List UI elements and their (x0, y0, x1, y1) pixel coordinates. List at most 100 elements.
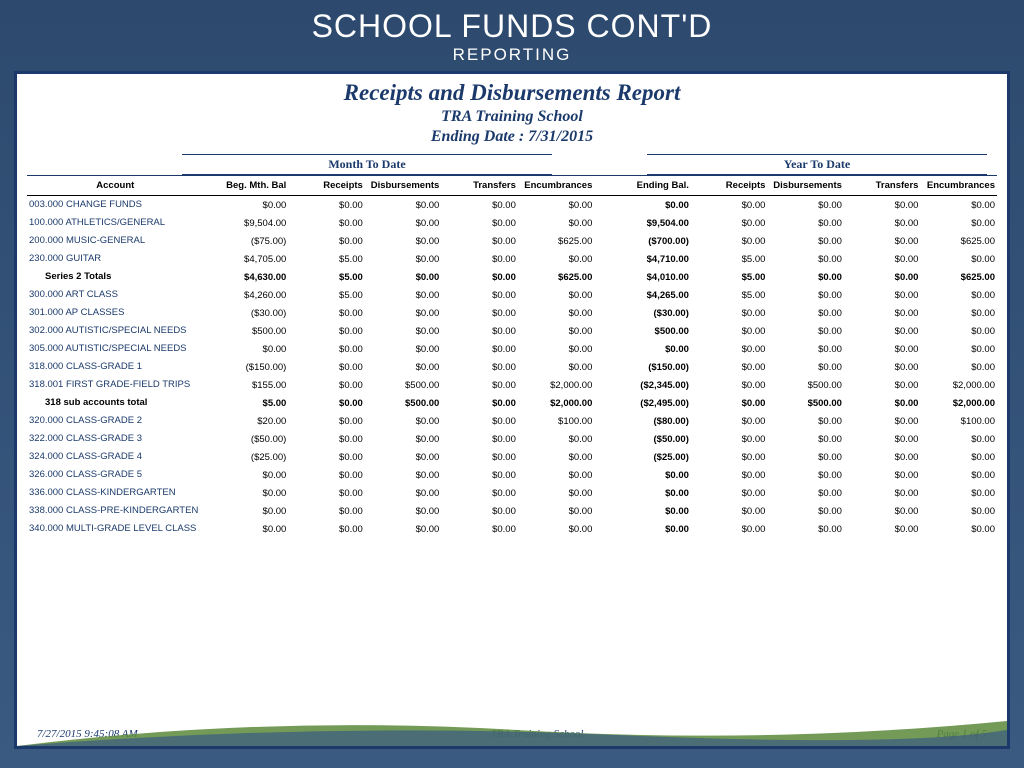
value-cell: $4,010.00 (594, 268, 691, 286)
value-cell: $0.00 (288, 214, 365, 232)
value-cell: ($25.00) (594, 448, 691, 466)
account-cell: 326.000 CLASS-GRADE 5 (27, 466, 204, 484)
value-cell: $0.00 (691, 466, 768, 484)
col-header: Encumbrances (920, 176, 997, 196)
value-cell: $0.00 (365, 286, 442, 304)
value-cell: $0.00 (365, 340, 442, 358)
value-cell: $0.00 (920, 484, 997, 502)
value-cell: $0.00 (365, 502, 442, 520)
value-cell: $20.00 (204, 412, 289, 430)
table-header-row: AccountBeg. Mth. BalReceiptsDisbursement… (27, 176, 997, 196)
value-cell: $0.00 (844, 502, 921, 520)
report-frame: Receipts and Disbursements Report TRA Tr… (14, 71, 1010, 749)
value-cell: $0.00 (204, 502, 289, 520)
value-cell: $0.00 (518, 214, 595, 232)
value-cell: $0.00 (691, 340, 768, 358)
value-cell: $100.00 (518, 412, 595, 430)
table-row: 326.000 CLASS-GRADE 5$0.00$0.00$0.00$0.0… (27, 466, 997, 484)
value-cell: $0.00 (441, 484, 518, 502)
value-cell: $0.00 (691, 448, 768, 466)
value-cell: $0.00 (288, 502, 365, 520)
value-cell: $0.00 (518, 322, 595, 340)
value-cell: $0.00 (767, 286, 844, 304)
table-row: 200.000 MUSIC-GENERAL($75.00)$0.00$0.00$… (27, 232, 997, 250)
value-cell: ($30.00) (204, 304, 289, 322)
value-cell: ($150.00) (594, 358, 691, 376)
value-cell: $0.00 (204, 484, 289, 502)
value-cell: $0.00 (441, 268, 518, 286)
value-cell: $0.00 (441, 466, 518, 484)
account-cell: 318.001 FIRST GRADE-FIELD TRIPS (27, 376, 204, 394)
value-cell: $0.00 (691, 430, 768, 448)
value-cell: ($2,345.00) (594, 376, 691, 394)
value-cell: $0.00 (691, 484, 768, 502)
footer-page: Page 1 of 5 (937, 728, 987, 740)
value-cell: $0.00 (518, 358, 595, 376)
value-cell: $0.00 (920, 430, 997, 448)
col-header: Disbursements (767, 176, 844, 196)
value-cell: $0.00 (288, 304, 365, 322)
value-cell: $500.00 (365, 394, 442, 412)
value-cell: $500.00 (204, 322, 289, 340)
value-cell: $0.00 (365, 232, 442, 250)
value-cell: $0.00 (767, 214, 844, 232)
table-row: 301.000 AP CLASSES($30.00)$0.00$0.00$0.0… (27, 304, 997, 322)
value-cell: $0.00 (365, 196, 442, 215)
value-cell: $0.00 (288, 394, 365, 412)
value-cell: $0.00 (844, 340, 921, 358)
value-cell: $0.00 (844, 250, 921, 268)
col-header: Ending Bal. (594, 176, 691, 196)
value-cell: $0.00 (920, 358, 997, 376)
value-cell: $0.00 (204, 520, 289, 538)
value-cell: $0.00 (691, 304, 768, 322)
account-cell: 230.000 GUITAR (27, 250, 204, 268)
report-footer: 7/27/2015 9:45:08 AM TRA Training School… (17, 728, 1007, 740)
table-row: 305.000 AUTISTIC/SPECIAL NEEDS$0.00$0.00… (27, 340, 997, 358)
value-cell: $0.00 (844, 214, 921, 232)
value-cell: $0.00 (365, 520, 442, 538)
value-cell: $0.00 (518, 466, 595, 484)
slide-title: SCHOOL FUNDS CONT'D (0, 0, 1024, 45)
value-cell: $0.00 (518, 520, 595, 538)
value-cell: $625.00 (518, 232, 595, 250)
value-cell: $4,260.00 (204, 286, 289, 304)
value-cell: $0.00 (844, 520, 921, 538)
value-cell: ($50.00) (204, 430, 289, 448)
value-cell: $5.00 (691, 286, 768, 304)
value-cell: $0.00 (844, 322, 921, 340)
account-cell: 320.000 CLASS-GRADE 2 (27, 412, 204, 430)
value-cell: $0.00 (204, 466, 289, 484)
value-cell: $155.00 (204, 376, 289, 394)
value-cell: $0.00 (288, 376, 365, 394)
col-header: Transfers (844, 176, 921, 196)
value-cell: $0.00 (288, 484, 365, 502)
value-cell: $0.00 (691, 232, 768, 250)
value-cell: $4,630.00 (204, 268, 289, 286)
value-cell: $0.00 (288, 196, 365, 215)
account-cell: 336.000 CLASS-KINDERGARTEN (27, 484, 204, 502)
account-cell: 338.000 CLASS-PRE-KINDERGARTEN (27, 502, 204, 520)
value-cell: $0.00 (920, 304, 997, 322)
value-cell: $0.00 (767, 196, 844, 215)
col-header: Account (27, 176, 204, 196)
value-cell: $5.00 (288, 268, 365, 286)
value-cell: $0.00 (365, 250, 442, 268)
value-cell: $0.00 (518, 448, 595, 466)
table-row: 302.000 AUTISTIC/SPECIAL NEEDS$500.00$0.… (27, 322, 997, 340)
table-body: 003.000 CHANGE FUNDS$0.00$0.00$0.00$0.00… (27, 196, 997, 539)
table-row: 336.000 CLASS-KINDERGARTEN$0.00$0.00$0.0… (27, 484, 997, 502)
value-cell: $0.00 (518, 286, 595, 304)
table-row: 100.000 ATHLETICS/GENERAL$9,504.00$0.00$… (27, 214, 997, 232)
value-cell: $0.00 (844, 268, 921, 286)
value-cell: $0.00 (767, 484, 844, 502)
group-mtd: Month To Date (182, 154, 552, 175)
value-cell: $0.00 (365, 448, 442, 466)
value-cell: $0.00 (691, 358, 768, 376)
value-cell: $5.00 (288, 250, 365, 268)
value-cell: $0.00 (767, 502, 844, 520)
value-cell: $0.00 (365, 214, 442, 232)
value-cell: $0.00 (365, 412, 442, 430)
table-row: 230.000 GUITAR$4,705.00$5.00$0.00$0.00$0… (27, 250, 997, 268)
col-header: Receipts (288, 176, 365, 196)
value-cell: $0.00 (767, 466, 844, 484)
